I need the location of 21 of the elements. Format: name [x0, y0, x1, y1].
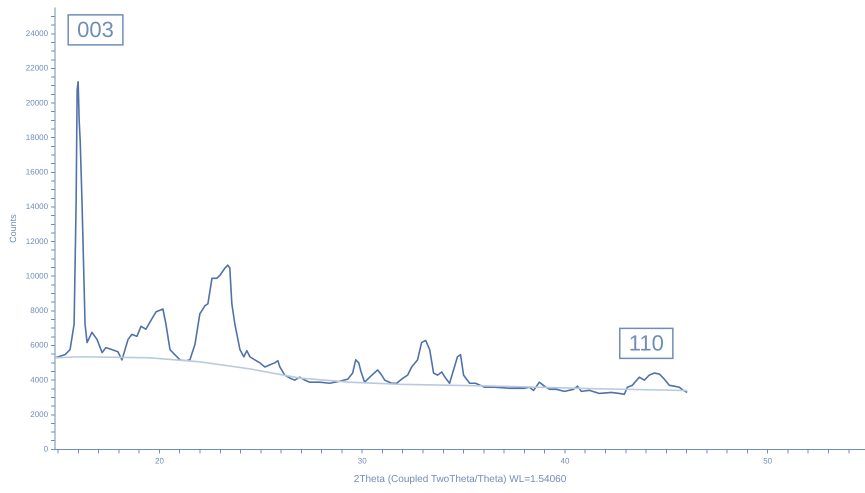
y-tick-label: 18000 [26, 132, 49, 142]
y-tick-label: 4000 [30, 375, 49, 384]
y-tick-label: 8000 [30, 306, 49, 316]
x-tick-label: 40 [560, 456, 570, 466]
x-axis-title: 2Theta (Coupled TwoTheta/Theta) WL=1.54060 [354, 474, 567, 485]
y-axis-title: Counts [8, 214, 18, 243]
y-tick-label: 16000 [26, 168, 49, 177]
y-tick-label: 6000 [30, 340, 49, 350]
x-tick-label: 30 [358, 456, 368, 466]
y-tick-label: 10000 [26, 271, 49, 280]
y-tick-label: 2000 [30, 410, 49, 419]
annotation: 003 [77, 16, 114, 42]
x-tick-label: 20 [155, 456, 164, 466]
annotation: 110 [628, 330, 664, 356]
x-tick-label: 50 [763, 456, 773, 466]
y-tick-label: 20000 [26, 98, 49, 108]
y-tick-label: 0 [44, 444, 49, 454]
y-tick-label: 22000 [26, 64, 49, 73]
y-tick-label: 14000 [26, 202, 49, 212]
y-tick-label: 12000 [26, 236, 49, 246]
y-tick-label: 24000 [26, 28, 49, 38]
